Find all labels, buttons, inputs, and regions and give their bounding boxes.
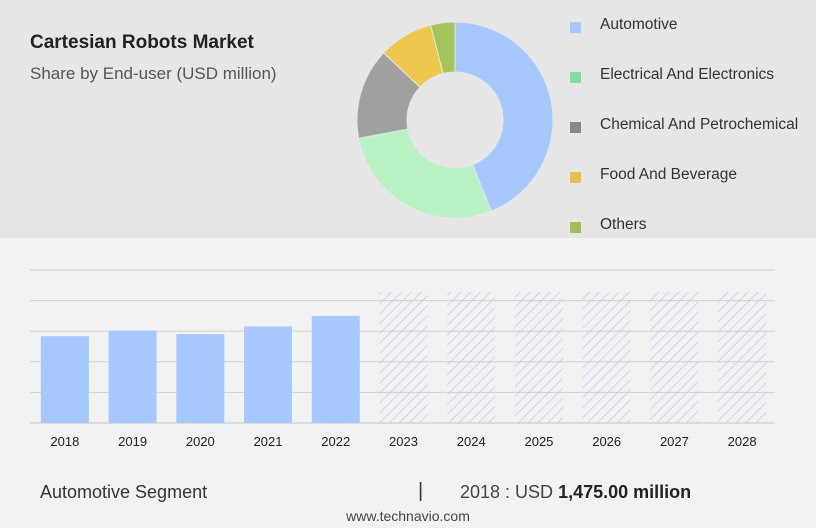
site-url: www.technavio.com <box>346 508 470 524</box>
footer-year-label: 2018 : USD <box>460 482 554 502</box>
footer-value: 1,475.00 million <box>558 482 692 502</box>
donut-slice-others <box>430 21 456 75</box>
chart-subtitle: Share by End-user (USD million) <box>30 64 277 83</box>
chart-title: Cartesian Robots Market <box>30 32 254 53</box>
footer-value-block: 2018 : USD 1,475.00 million <box>460 482 691 503</box>
legend-item-electrical: Electrical And Electronics <box>570 67 810 83</box>
bar-2022 <box>311 315 360 423</box>
legend-item-automotive: Automotive <box>570 17 810 33</box>
tick-label-2024: 2024 <box>457 434 486 449</box>
forecast-bar-2027 <box>650 292 699 423</box>
forecast-bar-2024 <box>447 292 496 423</box>
legend-label-chemical: Chemical And Petrochemical <box>600 116 799 133</box>
legend-label-food: Food And Beverage <box>600 166 738 183</box>
tick-label-2021: 2021 <box>254 434 283 449</box>
bar-2020 <box>176 334 225 423</box>
forecast-bar-2028 <box>718 292 767 423</box>
tick-label-2025: 2025 <box>524 434 553 449</box>
tick-label-2023: 2023 <box>389 434 418 449</box>
legend-swatch-electrical <box>570 72 581 83</box>
legend-swatch-food <box>570 172 581 183</box>
legend-swatch-automotive <box>570 22 581 33</box>
tick-label-2028: 2028 <box>728 434 757 449</box>
legend-item-chemical: Chemical And Petrochemical <box>570 117 810 133</box>
legend-label-automotive: Automotive <box>600 16 678 33</box>
bar-2019 <box>108 330 157 423</box>
forecast-bar-2025 <box>514 292 563 423</box>
tick-label-2022: 2022 <box>321 434 350 449</box>
footer-segment: Automotive Segment <box>40 482 208 502</box>
legend-swatch-others <box>570 222 581 233</box>
donut-slice-automotive <box>454 21 554 212</box>
legend-item-food: Food And Beverage <box>570 167 810 183</box>
legend-item-others: Others <box>570 217 810 233</box>
donut-chart <box>356 21 554 219</box>
tick-label-2018: 2018 <box>50 434 79 449</box>
legend-label-electrical: Electrical And Electronics <box>600 66 775 83</box>
tick-label-2026: 2026 <box>592 434 621 449</box>
forecast-bar-2023 <box>379 292 428 423</box>
bar-chart: 2018 2019 2020 2021 2022 2023 2024 2025 2026 2027… <box>30 269 775 449</box>
legend-swatch-chemical <box>570 122 581 133</box>
tick-label-2027: 2027 <box>660 434 689 449</box>
donut-slice-electrical-and-electronics <box>358 128 492 219</box>
forecast-bar-2026 <box>582 292 631 423</box>
bar-2018 <box>40 336 89 423</box>
tick-label-2019: 2019 <box>118 434 147 449</box>
legend-label-others: Others <box>600 216 647 233</box>
footer-separator: | <box>418 480 424 502</box>
bar-2021 <box>244 326 293 423</box>
tick-label-2020: 2020 <box>186 434 215 449</box>
